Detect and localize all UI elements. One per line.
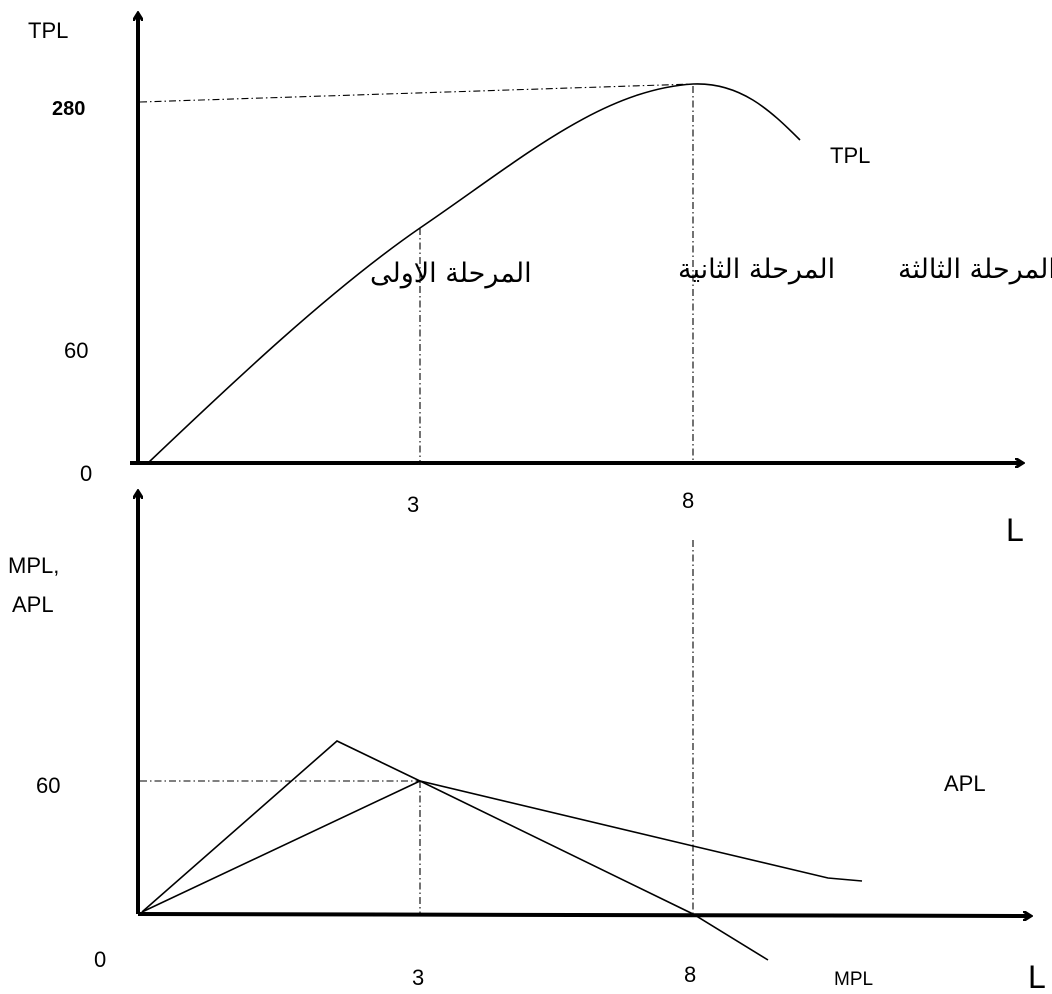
apl-curve <box>141 780 863 913</box>
bottom-x-axis <box>137 914 1030 916</box>
top-x-tick-8: 8 <box>682 488 694 513</box>
tpl-curve-label: TPL <box>830 143 870 168</box>
top-y-axis-label: TPL <box>28 18 68 43</box>
bottom-y-axis-label-line2: APL <box>12 592 54 617</box>
mpl-curve-label: MPL <box>834 969 873 990</box>
mpl-curve <box>141 740 769 961</box>
stage-second-label: المرحلة الثانية <box>678 254 835 285</box>
bottom-y-axis-label-line1: MPL, <box>8 553 59 578</box>
bottom-origin-label: 0 <box>94 947 106 972</box>
apl-curve-label: APL <box>944 771 986 796</box>
bottom-x-tick-3: 3 <box>412 965 424 990</box>
bottom-panel: MPL, APL 60 0 3 8 L APL MPL <box>8 492 1046 994</box>
tpl-curve <box>147 83 801 464</box>
top-x-tick-3: 3 <box>407 492 419 517</box>
bottom-x-axis-label: L <box>1028 959 1046 994</box>
stage-first-label: المرحلة الاولى <box>370 258 532 289</box>
stage-third-label: المرحلة الثالثة <box>898 254 1052 285</box>
top-x-axis-label: L <box>1006 512 1024 548</box>
top-y-tick-280: 280 <box>52 98 85 120</box>
top-panel: TPL 280 60 0 3 8 L TPL المرحلة الاولى ال… <box>28 14 1052 548</box>
top-max-guide-line <box>139 83 694 103</box>
top-y-tick-60: 60 <box>64 338 88 363</box>
bottom-y-tick-60: 60 <box>36 773 60 798</box>
top-origin-label: 0 <box>80 461 92 486</box>
bottom-x-tick-8: 8 <box>684 962 696 987</box>
